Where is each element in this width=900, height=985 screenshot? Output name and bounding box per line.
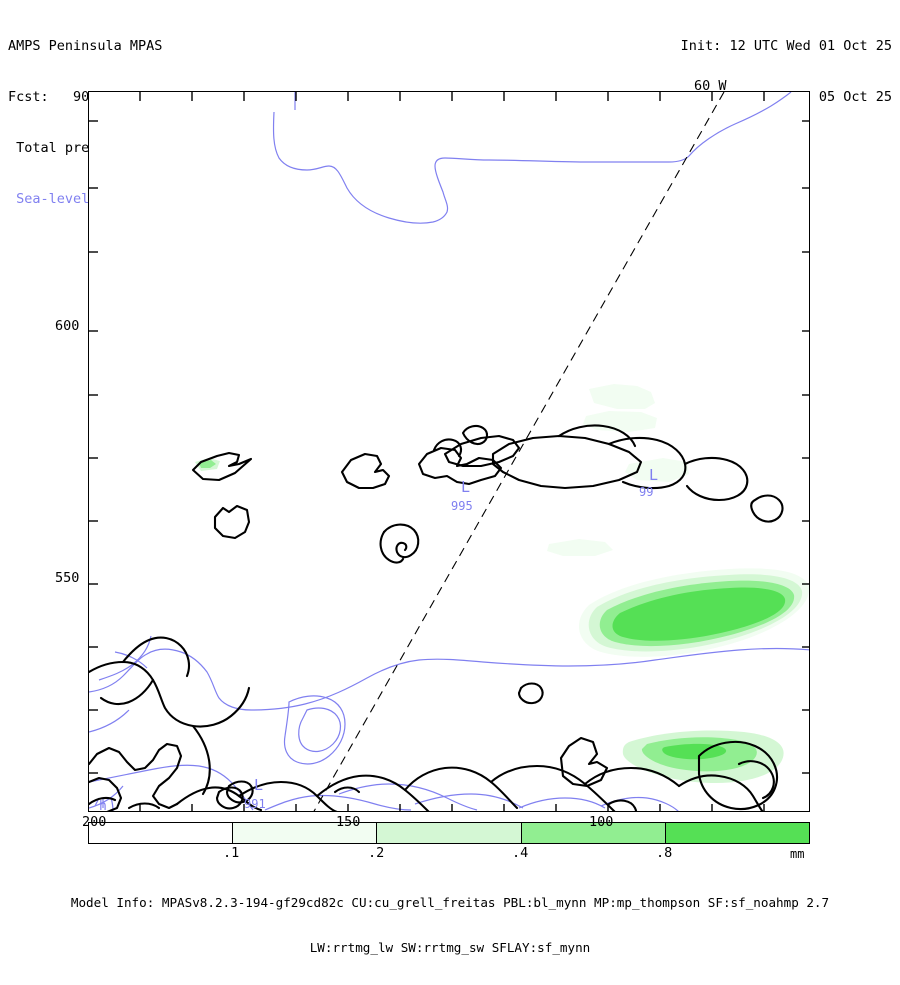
low-marker-letter: L bbox=[254, 776, 263, 794]
map-canvas: L 995 L 99 L 991 h bbox=[89, 92, 809, 812]
low-marker-value: 99 bbox=[639, 485, 653, 499]
meridian-60w-line bbox=[313, 92, 725, 811]
chart-page: AMPS Peninsula MPAS Fcst: 90 h Total pre… bbox=[8, 4, 892, 955]
isobar-contours bbox=[89, 92, 809, 811]
init-time: Init: 12 UTC Wed 01 Oct 25 bbox=[680, 38, 892, 54]
colorbar-top-label-100: 100 bbox=[589, 814, 614, 830]
low-marker-partial: h bbox=[99, 799, 107, 812]
colorbar-top-label-150: 150 bbox=[336, 814, 361, 830]
map-plot-area[interactable]: L 995 L 99 L 991 h bbox=[88, 91, 810, 812]
y-axis-label-550: 550 bbox=[55, 570, 80, 586]
colorbar-segment-1 bbox=[232, 823, 377, 843]
header-right: Init: 12 UTC Wed 01 Oct 25 Valid: 06 UTC… bbox=[673, 4, 892, 140]
meridian-label-60w: 60 W bbox=[694, 78, 727, 94]
precip-fill-southeast bbox=[622, 730, 784, 784]
colorbar-segment-4 bbox=[664, 823, 810, 843]
y-axis-label-600: 600 bbox=[55, 318, 80, 334]
precip-fill-mid bbox=[547, 539, 613, 556]
low-marker-letter: L bbox=[461, 478, 470, 496]
low-marker-letter: L bbox=[649, 466, 658, 484]
precip-fill-main-band bbox=[579, 568, 809, 657]
model-info-line2: LW:rrtmg_lw SW:rrtmg_sw SFLAY:sf_mynn bbox=[309, 940, 591, 955]
colorbar-label-0p4: .4 bbox=[512, 845, 529, 861]
colorbar-segment-3 bbox=[520, 823, 665, 843]
colorbar-label-0p1: .1 bbox=[223, 845, 240, 861]
model-info-footer: Model Info: MPASv8.2.3-194-gf29cd82c CU:… bbox=[0, 865, 900, 985]
colorbar-segment-0 bbox=[89, 823, 233, 843]
colorbar-top-label-200: 200 bbox=[82, 814, 107, 830]
low-marker-value: 995 bbox=[451, 499, 473, 513]
coastlines bbox=[89, 424, 784, 811]
axis-ticks bbox=[89, 92, 809, 811]
colorbar-label-0p8: .8 bbox=[656, 845, 673, 861]
pressure-low-markers: L 995 L 99 L 991 h bbox=[99, 466, 658, 812]
low-marker-value: 991 bbox=[244, 797, 266, 811]
colorbar-label-0p2: .2 bbox=[368, 845, 385, 861]
colorbar-unit-label: mm bbox=[790, 847, 805, 861]
colorbar-wrapper bbox=[88, 822, 810, 844]
colorbar-segment-2 bbox=[376, 823, 521, 843]
model-title: AMPS Peninsula MPAS bbox=[8, 38, 163, 54]
model-info-line1: Model Info: MPASv8.2.3-194-gf29cd82c CU:… bbox=[70, 895, 830, 910]
colorbar[interactable] bbox=[88, 822, 810, 844]
